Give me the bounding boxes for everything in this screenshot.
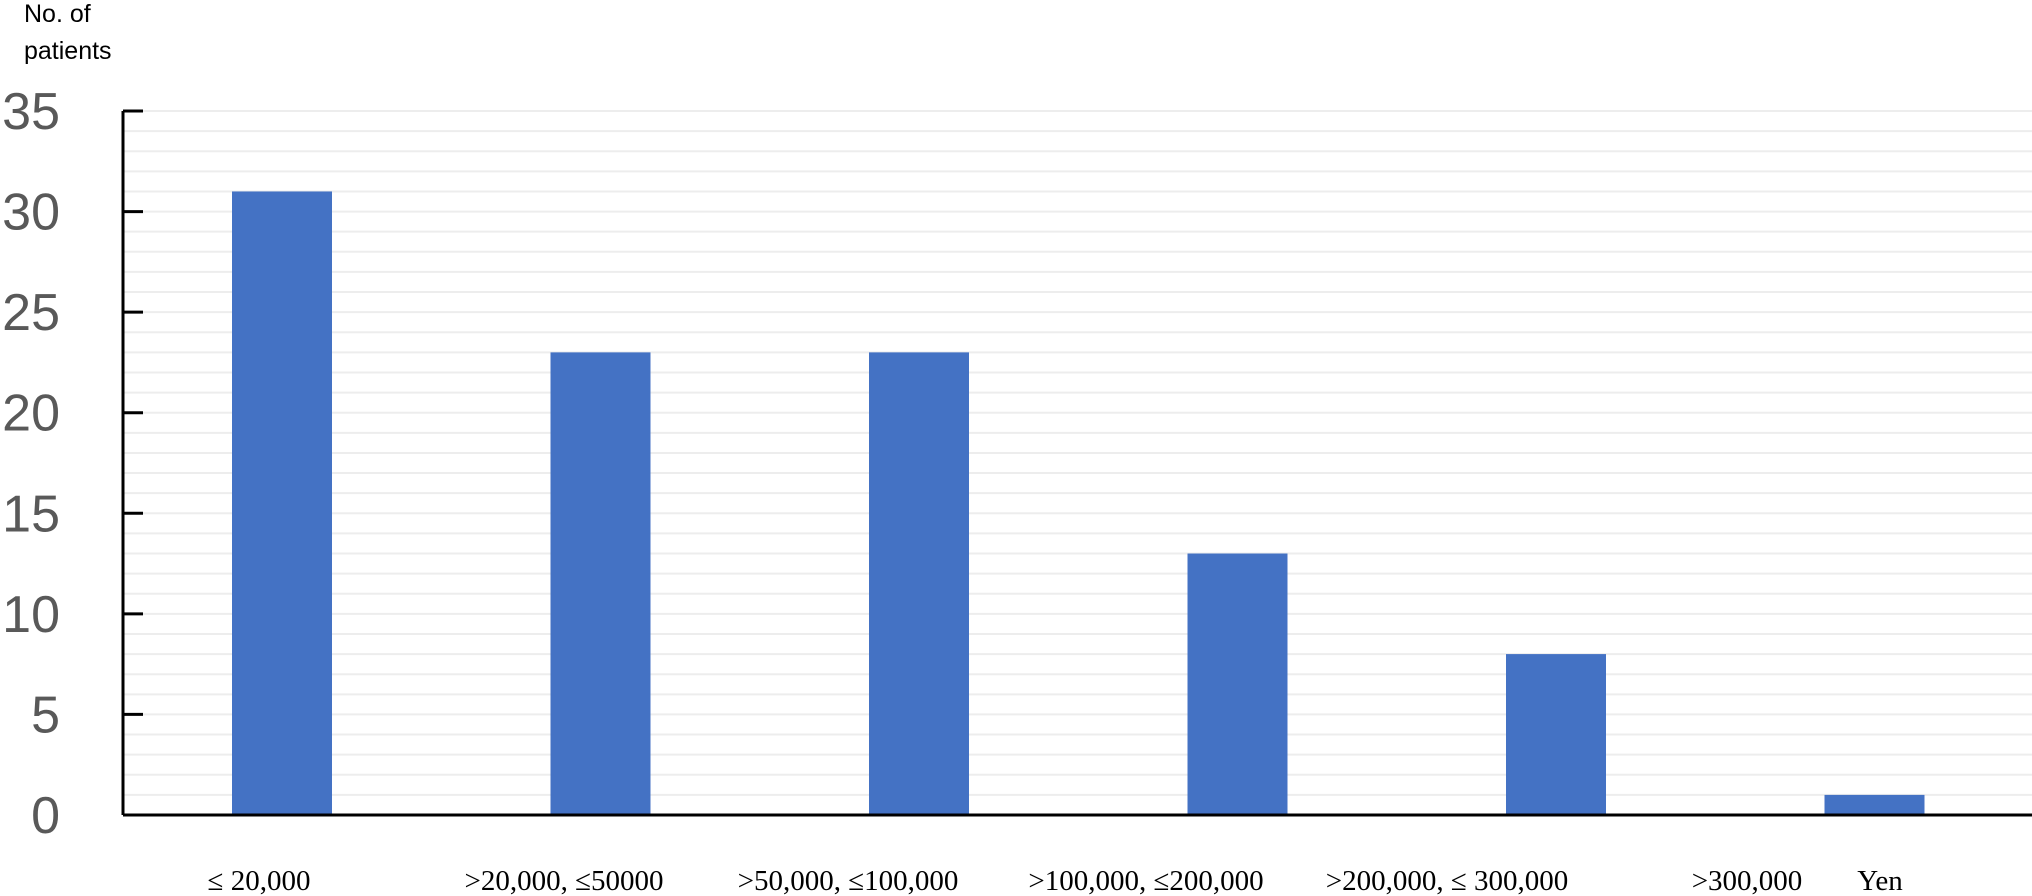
y-tick-label: 10 — [2, 586, 60, 644]
y-tick-label: 35 — [2, 83, 60, 141]
y-axis-title-line-2: patients — [24, 37, 112, 65]
x-axis-unit-label: Yen — [1857, 865, 1903, 896]
x-tick-label: >100,000, ≤200,000 — [1028, 865, 1263, 896]
y-tick-label: 25 — [2, 284, 60, 342]
bar — [232, 191, 332, 815]
y-axis-ticks: 0 5 10 15 20 25 30 35 — [2, 83, 143, 845]
y-tick-label: 5 — [31, 686, 60, 744]
bar — [550, 352, 651, 815]
x-tick-label: >200,000, ≤ 300,000 — [1326, 865, 1569, 896]
x-tick-label: >50,000, ≤100,000 — [738, 865, 959, 896]
x-axis-ticks: ≤ 20,000 >20,000, ≤50000 >50,000, ≤100,000… — [208, 865, 1803, 896]
gridlines — [123, 110, 2032, 796]
x-tick-label: >20,000, ≤50000 — [464, 865, 663, 896]
y-tick-label: 30 — [2, 184, 60, 242]
bar — [1824, 794, 1925, 815]
bar — [1506, 654, 1606, 815]
y-tick-label: 15 — [2, 485, 60, 543]
bar — [1187, 553, 1288, 815]
x-tick-label: ≤ 20,000 — [208, 865, 311, 896]
y-tick-label: 20 — [2, 385, 60, 443]
bar — [869, 352, 969, 815]
y-axis-title-line-1: No. of — [24, 0, 91, 28]
y-tick-label: 0 — [31, 787, 60, 845]
x-tick-label: >300,000 — [1692, 865, 1803, 896]
bars — [232, 191, 1925, 815]
axes — [121, 111, 2032, 817]
